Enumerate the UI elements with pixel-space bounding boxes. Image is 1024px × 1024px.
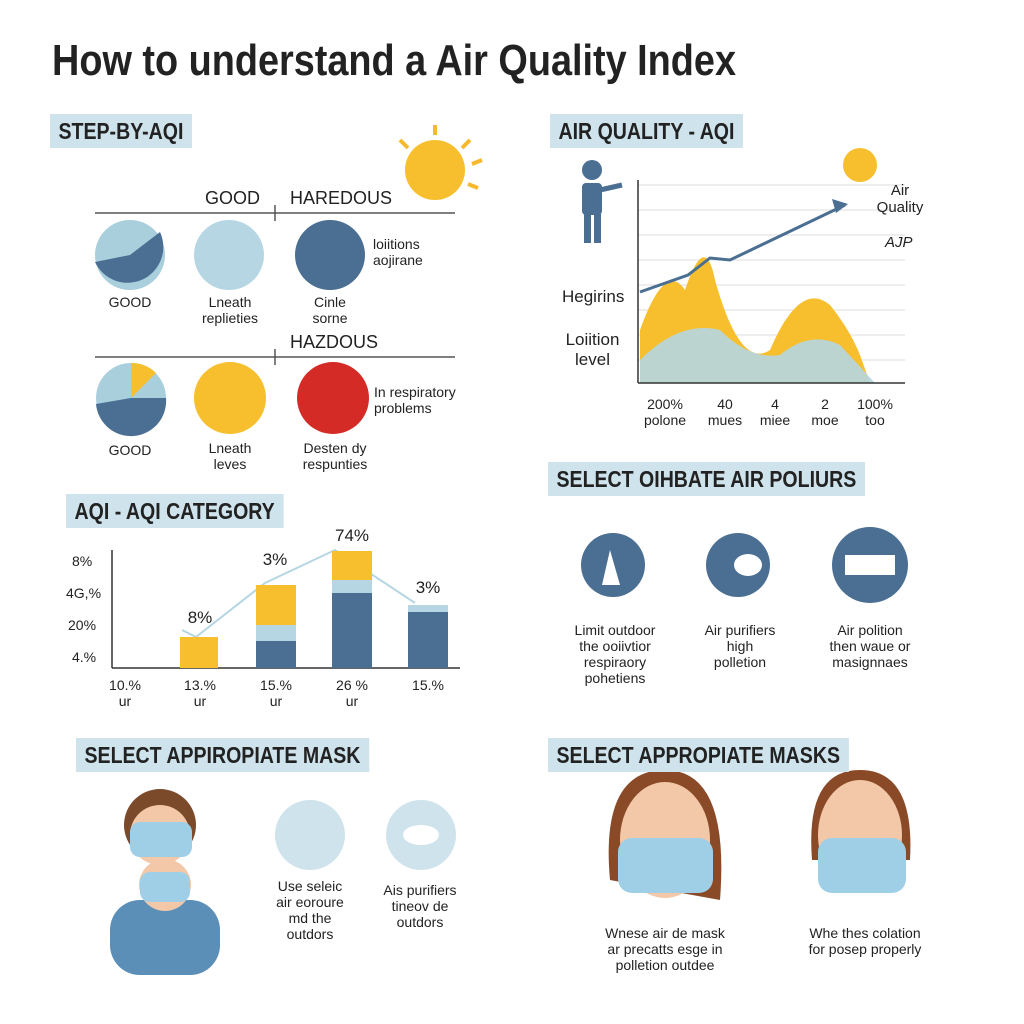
section-heading: SELECT OIHBATE AIR POLIURS xyxy=(548,462,865,497)
item-text: Air polition then waue or masignnaes xyxy=(829,622,911,671)
bar-label: 74% xyxy=(334,526,370,545)
x-label: 10.% ur xyxy=(109,677,141,710)
sun-icon xyxy=(398,125,483,200)
label: Hegirins xyxy=(562,287,625,306)
x-label: 13.% ur xyxy=(184,677,216,710)
area xyxy=(640,328,875,383)
label: Desten dy respunties xyxy=(302,440,368,473)
label: Loiition level xyxy=(565,330,620,369)
section-heading: STEP-BY-AQI xyxy=(50,114,192,149)
arrow-head xyxy=(832,199,848,213)
trend-line xyxy=(639,203,846,294)
pie-slice xyxy=(95,232,164,283)
item-text: Limit outdoor the ooiivtior respiraory p… xyxy=(574,622,656,687)
label: Lneath leves xyxy=(208,440,252,473)
x-label: 15.% ur xyxy=(260,677,292,710)
icons xyxy=(275,527,908,870)
circle xyxy=(297,362,369,434)
bar-label: 3% xyxy=(415,578,441,597)
scale-label: GOOD xyxy=(205,188,261,208)
sun-icon xyxy=(843,148,877,182)
section-heading: AQI - AQI CATEGORY xyxy=(66,494,284,529)
circle xyxy=(194,220,264,290)
x-label: 2 moe xyxy=(811,396,839,429)
item-text: Wnese air de mask ar precatts esge in po… xyxy=(605,925,725,974)
x-label: 15.% xyxy=(412,677,444,693)
circle xyxy=(295,220,365,290)
title: How to understand a Air Quality Index xyxy=(52,36,737,85)
item-text: Use seleic air eoroure md the outdors xyxy=(276,878,344,943)
pie-slice xyxy=(131,362,156,398)
item-text: Air purifiers high polletion xyxy=(704,622,776,671)
scale-label: HAREDOUS xyxy=(290,188,393,208)
y-label: 4G,% xyxy=(66,585,102,601)
label: AJP xyxy=(885,234,913,251)
y-label: 8% xyxy=(72,553,93,569)
pie-slice xyxy=(96,398,167,437)
scale-lines xyxy=(95,205,455,365)
x-label: 26 % ur xyxy=(336,677,368,710)
bar-label: 8% xyxy=(187,608,213,627)
face-illustrations xyxy=(110,770,911,975)
scale-label: HAZDOUS xyxy=(290,332,379,352)
person-icon xyxy=(582,160,623,243)
circle xyxy=(194,362,266,434)
x-label: 40 mues xyxy=(707,396,743,429)
section-heading: SELECT APPROPIATE MASKS xyxy=(548,738,849,773)
x-label: 100% too xyxy=(857,396,893,429)
x-label: 200% polone xyxy=(643,396,687,429)
section-heading: SELECT APPIROPIATE MASK xyxy=(76,738,369,773)
bars xyxy=(180,551,448,668)
bar-label: 3% xyxy=(262,550,288,569)
axes xyxy=(637,180,905,384)
item-text: Whe thes colation for posep properly xyxy=(808,925,922,958)
y-label: 20% xyxy=(68,617,97,633)
item-text: Ais purifiers tineov de outdors xyxy=(383,882,457,931)
label: In respiratory problems xyxy=(374,384,456,417)
label: Lneath replieties xyxy=(201,294,259,327)
label: Cinle sorne xyxy=(312,294,348,327)
label: GOOD xyxy=(108,294,152,310)
label: GOOD xyxy=(108,442,152,458)
x-label: 4 miee xyxy=(759,396,791,429)
section-heading: AIR QUALITY - AQI xyxy=(550,114,743,149)
y-label: 4.% xyxy=(72,649,97,665)
label: loiitions aojirane xyxy=(373,236,423,269)
label: Air Quality xyxy=(876,182,924,217)
